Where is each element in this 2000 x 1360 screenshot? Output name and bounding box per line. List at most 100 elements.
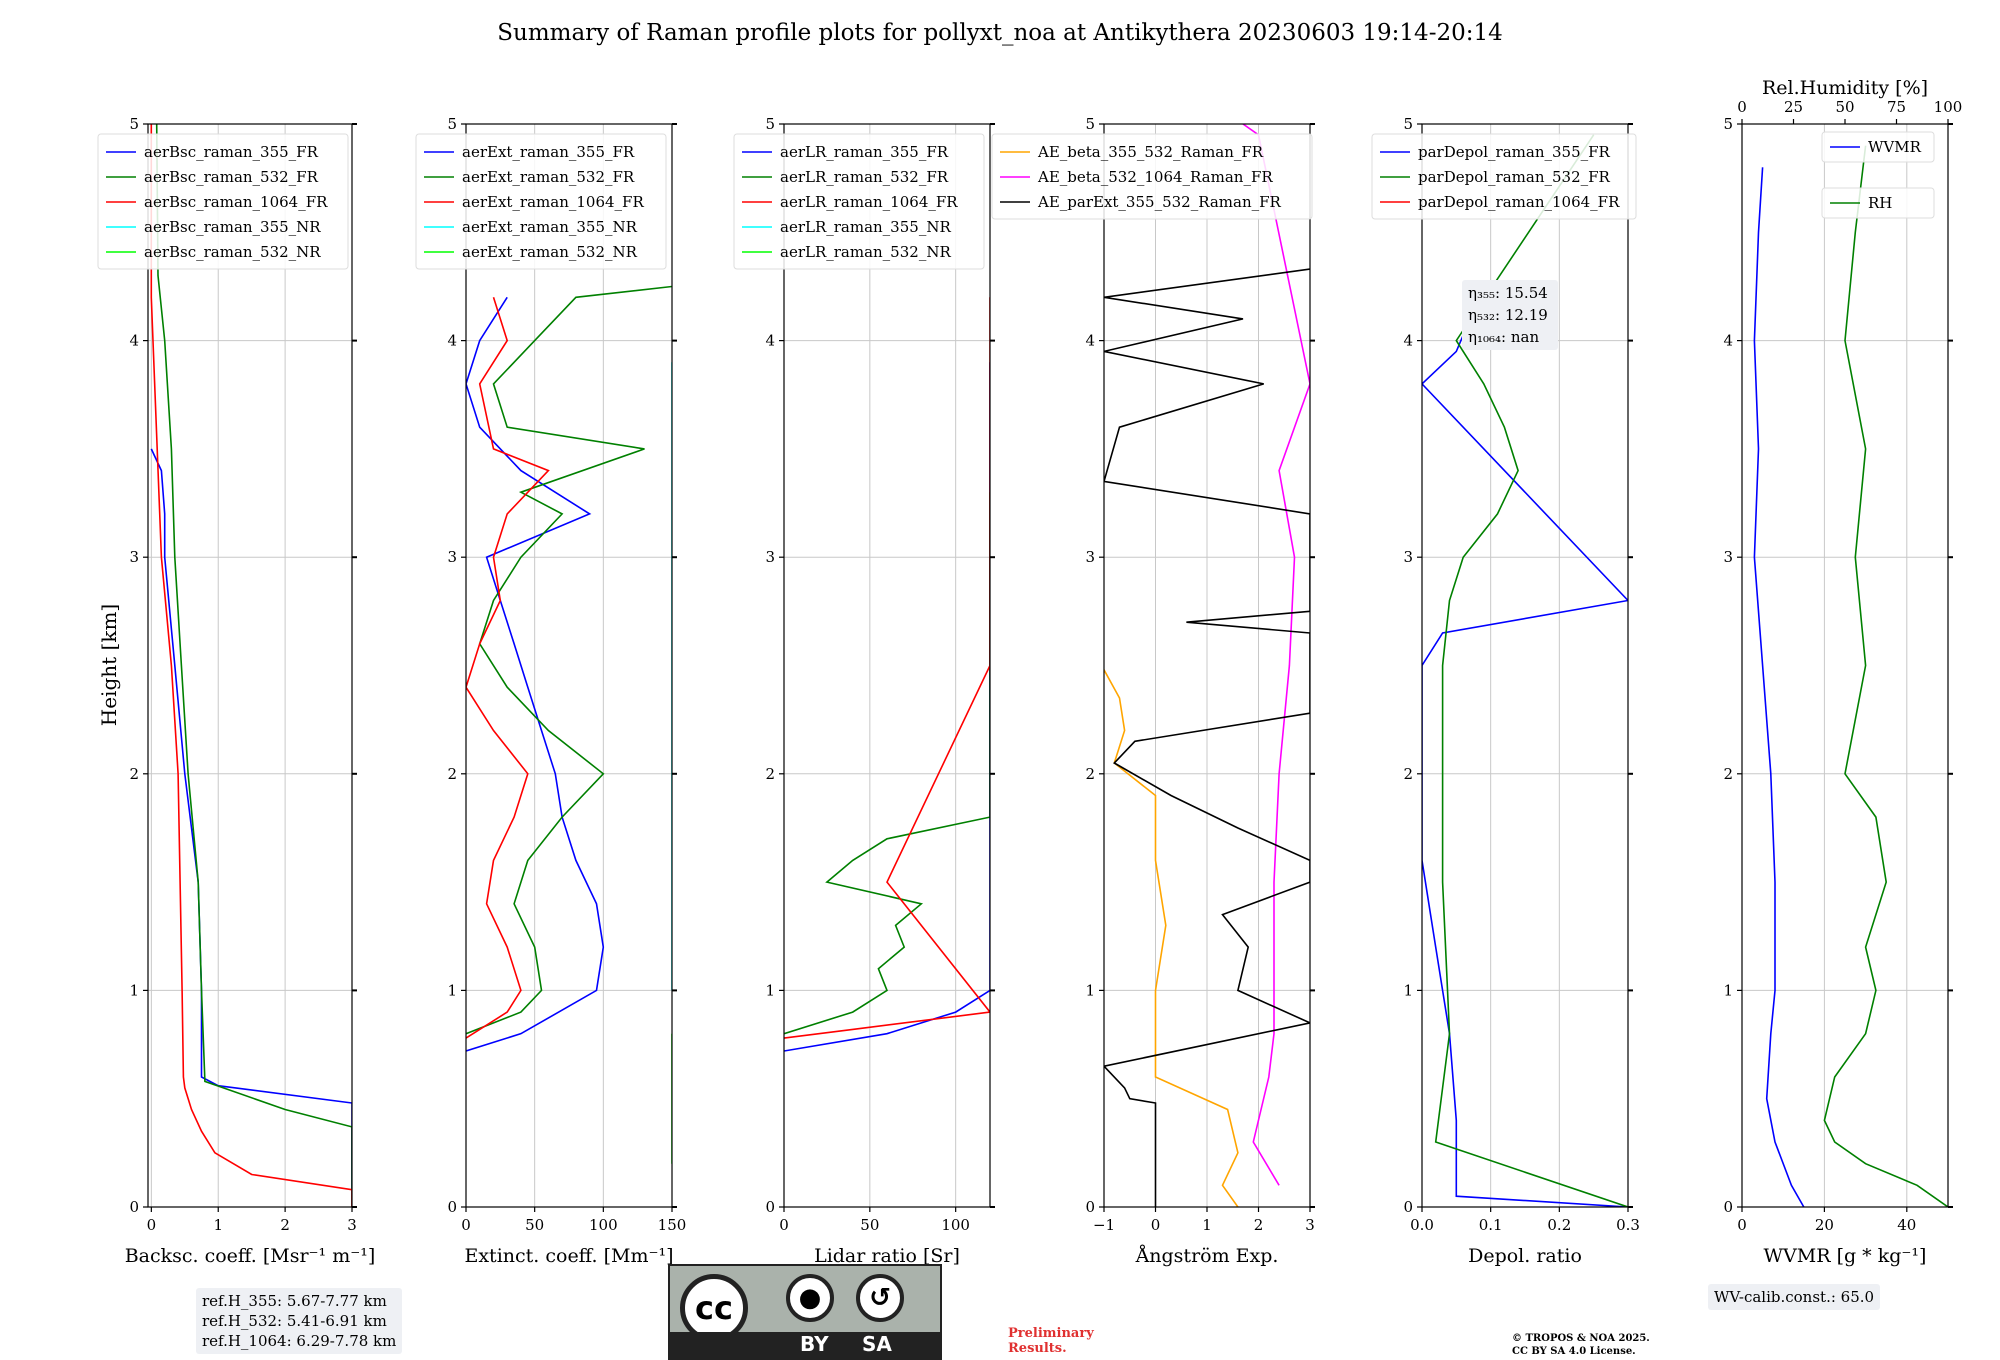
depol-eta-label: η₅₃₂: 12.19	[1468, 306, 1548, 324]
wvmr-ytick-label: 4	[1723, 332, 1733, 350]
backscatter-legend-label: aerBsc_raman_532_NR	[144, 243, 321, 261]
lidar_ratio-ytick-label: 5	[765, 115, 775, 133]
extinction-legend-label: aerExt_raman_1064_FR	[462, 193, 644, 211]
depol-xlabel: Depol. ratio	[1468, 1245, 1582, 1267]
wv-calib-box: WV-calib.const.: 65.0	[1708, 1284, 1881, 1310]
angstrom-xtick-label: 2	[1254, 1216, 1264, 1234]
y-axis-label: Height [km]	[97, 604, 121, 726]
wvmr-ytick-label: 2	[1723, 765, 1733, 783]
extinction-xtick-label: 0	[461, 1216, 471, 1234]
angstrom-ytick-label: 2	[1085, 765, 1095, 783]
depol-eta-box	[1462, 280, 1558, 350]
backscatter-xlabel: Backsc. coeff. [Msr⁻¹ m⁻¹]	[125, 1245, 376, 1267]
ref-height-532: ref.H_532: 5.41-6.91 km	[202, 1312, 387, 1330]
wvmr-series-WVMR	[1753, 167, 1805, 1207]
extinction-ytick-label: 0	[447, 1198, 457, 1216]
extinction-legend-label: aerExt_raman_355_FR	[462, 143, 635, 161]
backscatter-xtick-label: 1	[213, 1216, 223, 1234]
lidar_ratio-legend-label: aerLR_raman_532_NR	[780, 243, 951, 261]
backscatter-xtick-label: 0	[147, 1216, 157, 1234]
depol-eta-label: η₁₀₆₄: nan	[1468, 328, 1539, 346]
lidar_ratio-legend-label: aerLR_raman_532_FR	[780, 168, 949, 186]
depol-ytick-label: 0	[1403, 1198, 1413, 1216]
wvmr-xlabel: WVMR [g * kg⁻¹]	[1764, 1245, 1927, 1267]
backscatter-ytick-label: 1	[129, 981, 139, 999]
lidar_ratio-ytick-label: 3	[765, 548, 775, 566]
depol-ytick-label: 4	[1403, 332, 1413, 350]
angstrom-xtick-label: 1	[1202, 1216, 1212, 1234]
lidar_ratio-ytick-label: 4	[765, 332, 775, 350]
lidar_ratio-series-aerLR_raman_355_FR	[784, 362, 990, 1052]
lidar_ratio-xtick-label: 50	[860, 1216, 879, 1234]
wvmr-ytick-label: 1	[1723, 981, 1733, 999]
preliminary-note: Preliminary Results.	[1008, 1326, 1094, 1356]
by-person-icon: ●	[786, 1274, 834, 1322]
depol-legend-label: parDepol_raman_532_FR	[1418, 168, 1611, 186]
backscatter-ytick-label: 3	[129, 548, 139, 566]
depol-xtick-label: 0.1	[1479, 1216, 1503, 1234]
copyright-line-1: © TROPOS & NOA 2025.	[1512, 1333, 1650, 1344]
extinction-ytick-label: 3	[447, 548, 457, 566]
depol-ytick-label: 3	[1403, 548, 1413, 566]
angstrom-legend-label: AE_parExt_355_532_Raman_FR	[1037, 193, 1282, 211]
depol-ytick-label: 1	[1403, 981, 1413, 999]
angstrom-series-AE_beta_532_1064_Raman_FR	[1242, 124, 1310, 1186]
wvmr-top-xtick-label: 75	[1887, 98, 1906, 116]
depol-xtick-label: 0.0	[1410, 1216, 1434, 1234]
preliminary-line-2: Results.	[1008, 1341, 1067, 1356]
lidar_ratio-series-aerLR_raman_532_FR	[784, 492, 990, 1035]
depol-ytick-label: 5	[1403, 115, 1413, 133]
backscatter-legend-box	[97, 133, 349, 270]
angstrom-series-AE_parExt_355_532_Raman_FR	[1104, 268, 1310, 1207]
extinction-ytick-label: 4	[447, 332, 457, 350]
wvmr-ytick-label: 5	[1723, 115, 1733, 133]
depol-legend-label: parDepol_raman_355_FR	[1418, 143, 1611, 161]
extinction-frame	[465, 123, 673, 1208]
wvmr-top-xtick-label: 0	[1737, 98, 1747, 116]
backscatter-ytick-label: 2	[129, 765, 139, 783]
lidar_ratio-xtick-label: 100	[941, 1216, 970, 1234]
angstrom-ytick-label: 3	[1085, 548, 1095, 566]
wvmr-legend-box	[1821, 131, 1935, 163]
lidar_ratio-xtick-label: 0	[779, 1216, 789, 1234]
depol-xtick-label: 0.2	[1547, 1216, 1571, 1234]
wvmr-ytick-label: 3	[1723, 548, 1733, 566]
angstrom-ytick-label: 1	[1085, 981, 1095, 999]
copyright-line-2: CC BY SA 4.0 License.	[1512, 1346, 1636, 1357]
extinction-ytick-label: 2	[447, 765, 457, 783]
angstrom-ytick-label: 5	[1085, 115, 1095, 133]
backscatter-xtick-label: 2	[280, 1216, 290, 1234]
lidar_ratio-legend-label: aerLR_raman_355_NR	[780, 218, 951, 236]
wvmr-legend-box	[1821, 187, 1935, 219]
angstrom-xlabel: Ångström Exp.	[1135, 1245, 1279, 1267]
extinction-legend-box	[415, 133, 667, 270]
depol-legend-box	[1371, 133, 1637, 220]
wvmr-top-xtick-label: 25	[1784, 98, 1803, 116]
lidar_ratio-ytick-label: 0	[765, 1198, 775, 1216]
depol-frame	[1421, 123, 1629, 1208]
depol-eta-label: η₃₅₅: 15.54	[1468, 284, 1548, 302]
angstrom-xtick-label: −1	[1093, 1216, 1115, 1234]
depol-legend-label: parDepol_raman_1064_FR	[1418, 193, 1620, 211]
wvmr-frame	[1741, 123, 1949, 1208]
backscatter-series-aerBsc_raman_355_FR	[150, 448, 352, 1207]
wvmr-series-RH	[1823, 145, 1948, 1207]
angstrom-legend-label: AE_beta_355_532_Raman_FR	[1037, 143, 1264, 161]
backscatter-series-aerBsc_raman_532_FR	[155, 124, 352, 1207]
wv-calib-text: WV-calib.const.: 65.0	[1714, 1288, 1875, 1306]
extinction-xtick-label: 150	[658, 1216, 687, 1234]
copyright-note: © TROPOS & NOA 2025. CC BY SA 4.0 Licens…	[1512, 1332, 1650, 1358]
backscatter-xtick-label: 3	[347, 1216, 357, 1234]
lidar_ratio-xlabel: Lidar ratio [Sr]	[814, 1245, 960, 1267]
backscatter-frame	[147, 123, 353, 1208]
backscatter-ytick-label: 5	[129, 115, 139, 133]
extinction-ytick-label: 5	[447, 115, 457, 133]
backscatter-legend-label: aerBsc_raman_355_NR	[144, 218, 321, 236]
depol-series-parDepol_raman_355_FR	[1422, 318, 1628, 1207]
extinction-series-aerExt_raman_355_FR	[466, 296, 605, 1052]
lidar_ratio-legend-label: aerLR_raman_1064_FR	[780, 193, 958, 211]
wvmr-top-xlabel: Rel.Humidity [%]	[1762, 77, 1928, 99]
angstrom-xtick-label: 3	[1305, 1216, 1315, 1234]
extinction-xlabel: Extinct. coeff. [Mm⁻¹]	[464, 1245, 673, 1267]
